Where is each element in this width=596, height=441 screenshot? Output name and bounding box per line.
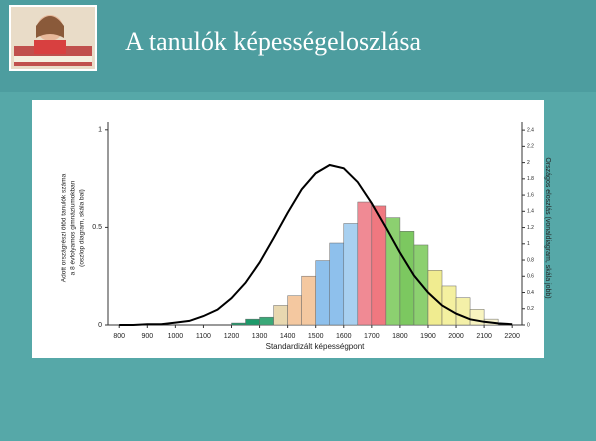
header-photo [10,6,96,70]
x-tick-label: 1200 [224,333,240,340]
bar [442,286,456,325]
x-tick-label: 1000 [168,333,184,340]
bar [330,243,344,325]
y-axis-label: Adott országrészi ötöd tanulók száma [61,173,68,282]
bar [386,218,400,325]
y2-tick-label: 2.4 [527,127,534,133]
y2-tick-label: 0.2 [527,306,534,312]
slide: A tanulók képességeloszlása Standardizál… [0,0,596,441]
bar [400,231,414,325]
bar [470,309,484,325]
y2-tick-label: 2 [527,160,530,166]
y-tick-label: 1 [98,127,102,134]
x-tick-label: 1900 [420,333,436,340]
y2-tick-label: 2.2 [527,144,534,150]
x-tick-label: 1300 [252,333,268,340]
x-axis-label: Standardizált képességpont [266,342,366,351]
y2-axis-label: Országos eloszlás (vonaldiagram, skála j… [544,157,551,298]
x-tick-label: 2100 [476,333,492,340]
y2-tick-label: 0.6 [527,274,534,280]
x-tick-label: 2000 [448,333,464,340]
y2-tick-label: 0 [527,322,530,328]
y2-tick-label: 1 [527,241,530,247]
bar [260,317,274,325]
bar [246,319,260,325]
x-tick-label: 900 [141,333,153,340]
x-tick-label: 1800 [392,333,408,340]
y2-tick-label: 1.6 [527,192,534,198]
bar [358,202,372,325]
x-tick-label: 1400 [280,333,296,340]
x-tick-label: 1100 [196,333,211,340]
y-axis-label: a 8 évfolyamos gimnáziumokban [70,180,77,275]
x-tick-label: 1600 [336,333,352,340]
y2-tick-label: 0.8 [527,257,534,263]
bar [288,296,302,325]
y2-tick-label: 1.8 [527,176,534,182]
bar [344,224,358,326]
bar [302,276,316,325]
slide-title: A tanulók képességeloszlása [125,27,421,56]
bar [274,305,288,325]
x-tick-label: 1500 [308,333,324,340]
x-tick-label: 800 [113,333,125,340]
y-axis-label: (oszlop diagram, skála bal) [79,189,86,267]
x-tick-label: 2200 [504,333,520,340]
bar [316,261,330,325]
bar [456,298,470,325]
y2-tick-label: 1.4 [527,209,534,215]
x-tick-label: 1700 [364,333,380,340]
bar [231,323,245,325]
y2-tick-label: 1.2 [527,225,534,231]
y-tick-label: 0 [98,322,102,329]
y-tick-label: 0.5 [92,224,102,231]
y2-tick-label: 0.4 [527,290,534,296]
